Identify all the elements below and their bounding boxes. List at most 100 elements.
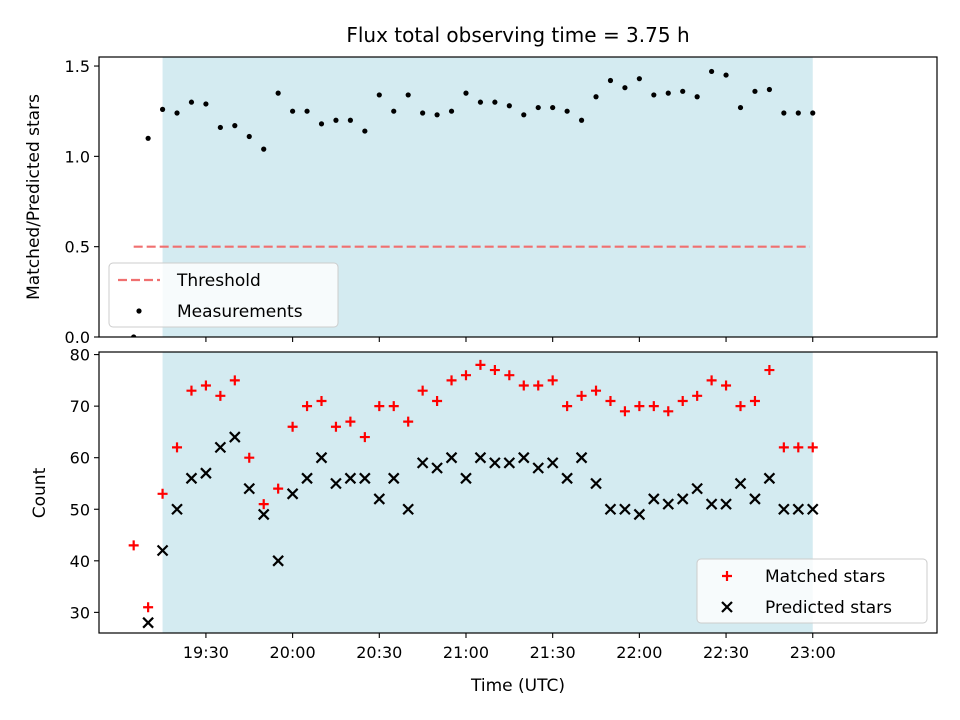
predicted-star-point xyxy=(200,467,212,479)
measurement-point xyxy=(766,86,773,93)
predicted-star-point xyxy=(734,477,747,490)
y-tick-label: 40 xyxy=(70,552,90,571)
predicted-star-point xyxy=(185,472,198,485)
predicted-star-point xyxy=(518,451,530,464)
measurement-point xyxy=(694,94,700,100)
measurement-point xyxy=(506,103,512,109)
matched-star-point xyxy=(576,390,587,401)
measurement-point xyxy=(131,334,137,337)
measurement-point xyxy=(492,99,498,105)
y-tick-label: 0.5 xyxy=(65,238,90,257)
predicted-star-point xyxy=(749,493,761,505)
measurement-point xyxy=(593,94,599,100)
y-tick-label: 0.0 xyxy=(65,328,90,347)
measurement-point xyxy=(564,108,570,114)
measurement-point xyxy=(737,104,744,111)
legend-label: Predicted stars xyxy=(765,598,892,618)
top-panel: 0.0 0.5 1.0 1.5 Threshold Measurements Match… xyxy=(24,56,938,347)
matched-star-point xyxy=(677,395,688,406)
matched-star-point xyxy=(157,488,168,499)
measurement-point xyxy=(318,121,325,127)
matched-star-point xyxy=(735,401,746,412)
matched-star-point xyxy=(807,442,818,453)
measurement-point xyxy=(636,76,642,82)
matched-star-point xyxy=(692,390,703,401)
measurement-point xyxy=(203,101,209,107)
predicted-star-point xyxy=(633,508,646,521)
measurement-point xyxy=(578,117,585,123)
matched-star-point xyxy=(605,395,616,406)
y-tick-label: 80 xyxy=(70,346,90,365)
measurement-point xyxy=(535,104,541,111)
matched-star-point xyxy=(749,395,760,406)
legend-label: Measurements xyxy=(177,302,303,322)
measurement-point xyxy=(188,99,195,105)
predicted-star-point xyxy=(142,616,154,629)
measurement-point xyxy=(304,108,310,114)
matched-star-point xyxy=(330,421,341,432)
matched-star-point xyxy=(417,385,428,396)
measurement-point xyxy=(333,117,339,123)
predicted-star-point xyxy=(330,477,342,490)
matched-star-point xyxy=(215,390,226,401)
legend-label: Matched stars xyxy=(765,567,885,587)
matched-star-point xyxy=(634,401,645,412)
legend-box xyxy=(108,262,339,328)
matched-star-point xyxy=(778,442,789,453)
predicted-star-point xyxy=(806,503,819,516)
predicted-star-point xyxy=(489,457,501,469)
predicted-star-point xyxy=(561,472,573,485)
matched-star-point xyxy=(619,406,630,417)
predicted-star-point xyxy=(286,488,299,500)
predicted-star-point xyxy=(474,451,487,464)
measurement-point xyxy=(159,106,166,112)
predicted-star-point xyxy=(416,457,429,469)
matched-star-point xyxy=(374,401,385,412)
top-legend: Threshold Measurements xyxy=(108,262,339,328)
predicted-star-point xyxy=(359,472,371,485)
x-tick-label: 23:00 xyxy=(790,643,836,662)
predicted-star-point xyxy=(619,503,631,516)
matched-star-point xyxy=(273,483,284,494)
x-tick-label: 19:30 xyxy=(183,643,229,662)
measurement-point xyxy=(448,108,455,114)
measurement-point xyxy=(477,99,484,105)
y-tick-label: 1.5 xyxy=(65,57,90,76)
matched-star-point xyxy=(143,602,154,613)
predicted-star-point xyxy=(243,482,256,495)
x-tick-label: 20:00 xyxy=(270,643,316,662)
matched-star-point xyxy=(244,452,255,463)
measurement-point xyxy=(434,112,440,118)
legend-box xyxy=(696,558,928,624)
measurement-point xyxy=(275,90,281,96)
top-y-axis-label: Matched/Predicted stars xyxy=(24,94,44,300)
matched-star-point xyxy=(403,416,414,427)
predicted-star-point xyxy=(691,482,703,495)
bottom-panel: 30 40 50 60 70 80 19:30 20:00 20:30 21:00 21:30 22:… xyxy=(30,346,938,696)
predicted-star-point xyxy=(171,503,183,516)
bottom-y-axis-label: Count xyxy=(30,467,50,518)
measurement-point xyxy=(665,90,671,96)
measurement-point xyxy=(347,117,353,123)
x-tick-label: 20:30 xyxy=(356,643,402,662)
bottom-legend: Matched stars Predicted stars xyxy=(696,558,928,624)
matched-star-point xyxy=(186,385,197,396)
matched-star-point xyxy=(316,395,327,406)
matched-star-point xyxy=(764,365,775,376)
y-tick-label: 30 xyxy=(70,603,90,622)
measurement-point xyxy=(246,133,252,140)
matched-star-point xyxy=(200,380,211,391)
matched-star-point xyxy=(359,432,370,443)
measurement-point xyxy=(217,124,223,131)
matched-star-point xyxy=(128,540,139,551)
legend-measurements: Measurements xyxy=(136,302,303,322)
measurement-point xyxy=(622,85,628,91)
predicted-star-point xyxy=(662,498,675,510)
predicted-star-point xyxy=(460,472,472,485)
predicted-star-point xyxy=(156,544,169,557)
predicted-star-point xyxy=(272,555,284,567)
matched-star-point xyxy=(302,401,313,412)
x-axis-label: Time (UTC) xyxy=(470,676,565,696)
predicted-star-point xyxy=(503,457,516,469)
legend-label: Threshold xyxy=(176,271,261,291)
